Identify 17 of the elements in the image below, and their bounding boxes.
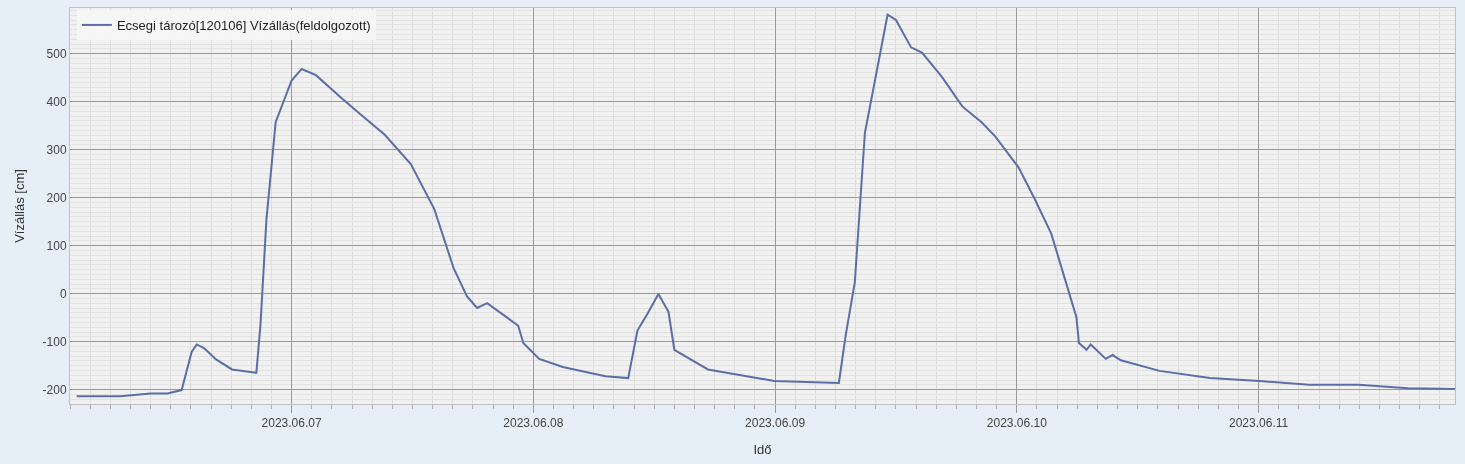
y-tick-label: 0: [59, 286, 67, 301]
y-tick-label: 500: [46, 46, 67, 61]
y-tick-label: 200: [46, 190, 67, 205]
x-tick-label: 2023.06.09: [745, 416, 806, 431]
y-tick-label: 400: [46, 94, 67, 109]
x-tick-label: 2023.06.08: [503, 416, 564, 431]
y-tick-label: 300: [46, 142, 67, 157]
y-axis-title: Vízállás [cm]: [11, 169, 27, 243]
x-tick-label: 2023.06.10: [986, 416, 1048, 431]
legend-label: Ecsegi tározó[120106] Vízállás(feldolgozott): [116, 18, 371, 33]
y-tick-label: 100: [46, 238, 67, 253]
x-axis-title: Idő: [753, 442, 772, 457]
x-tick-label: 2023.06.11: [1228, 416, 1289, 431]
x-tick-label: 2023.06.07: [261, 416, 322, 431]
y-tick-label: -200: [42, 382, 67, 397]
line-series: [75, 13, 1455, 398]
y-tick-label: -100: [42, 334, 67, 349]
